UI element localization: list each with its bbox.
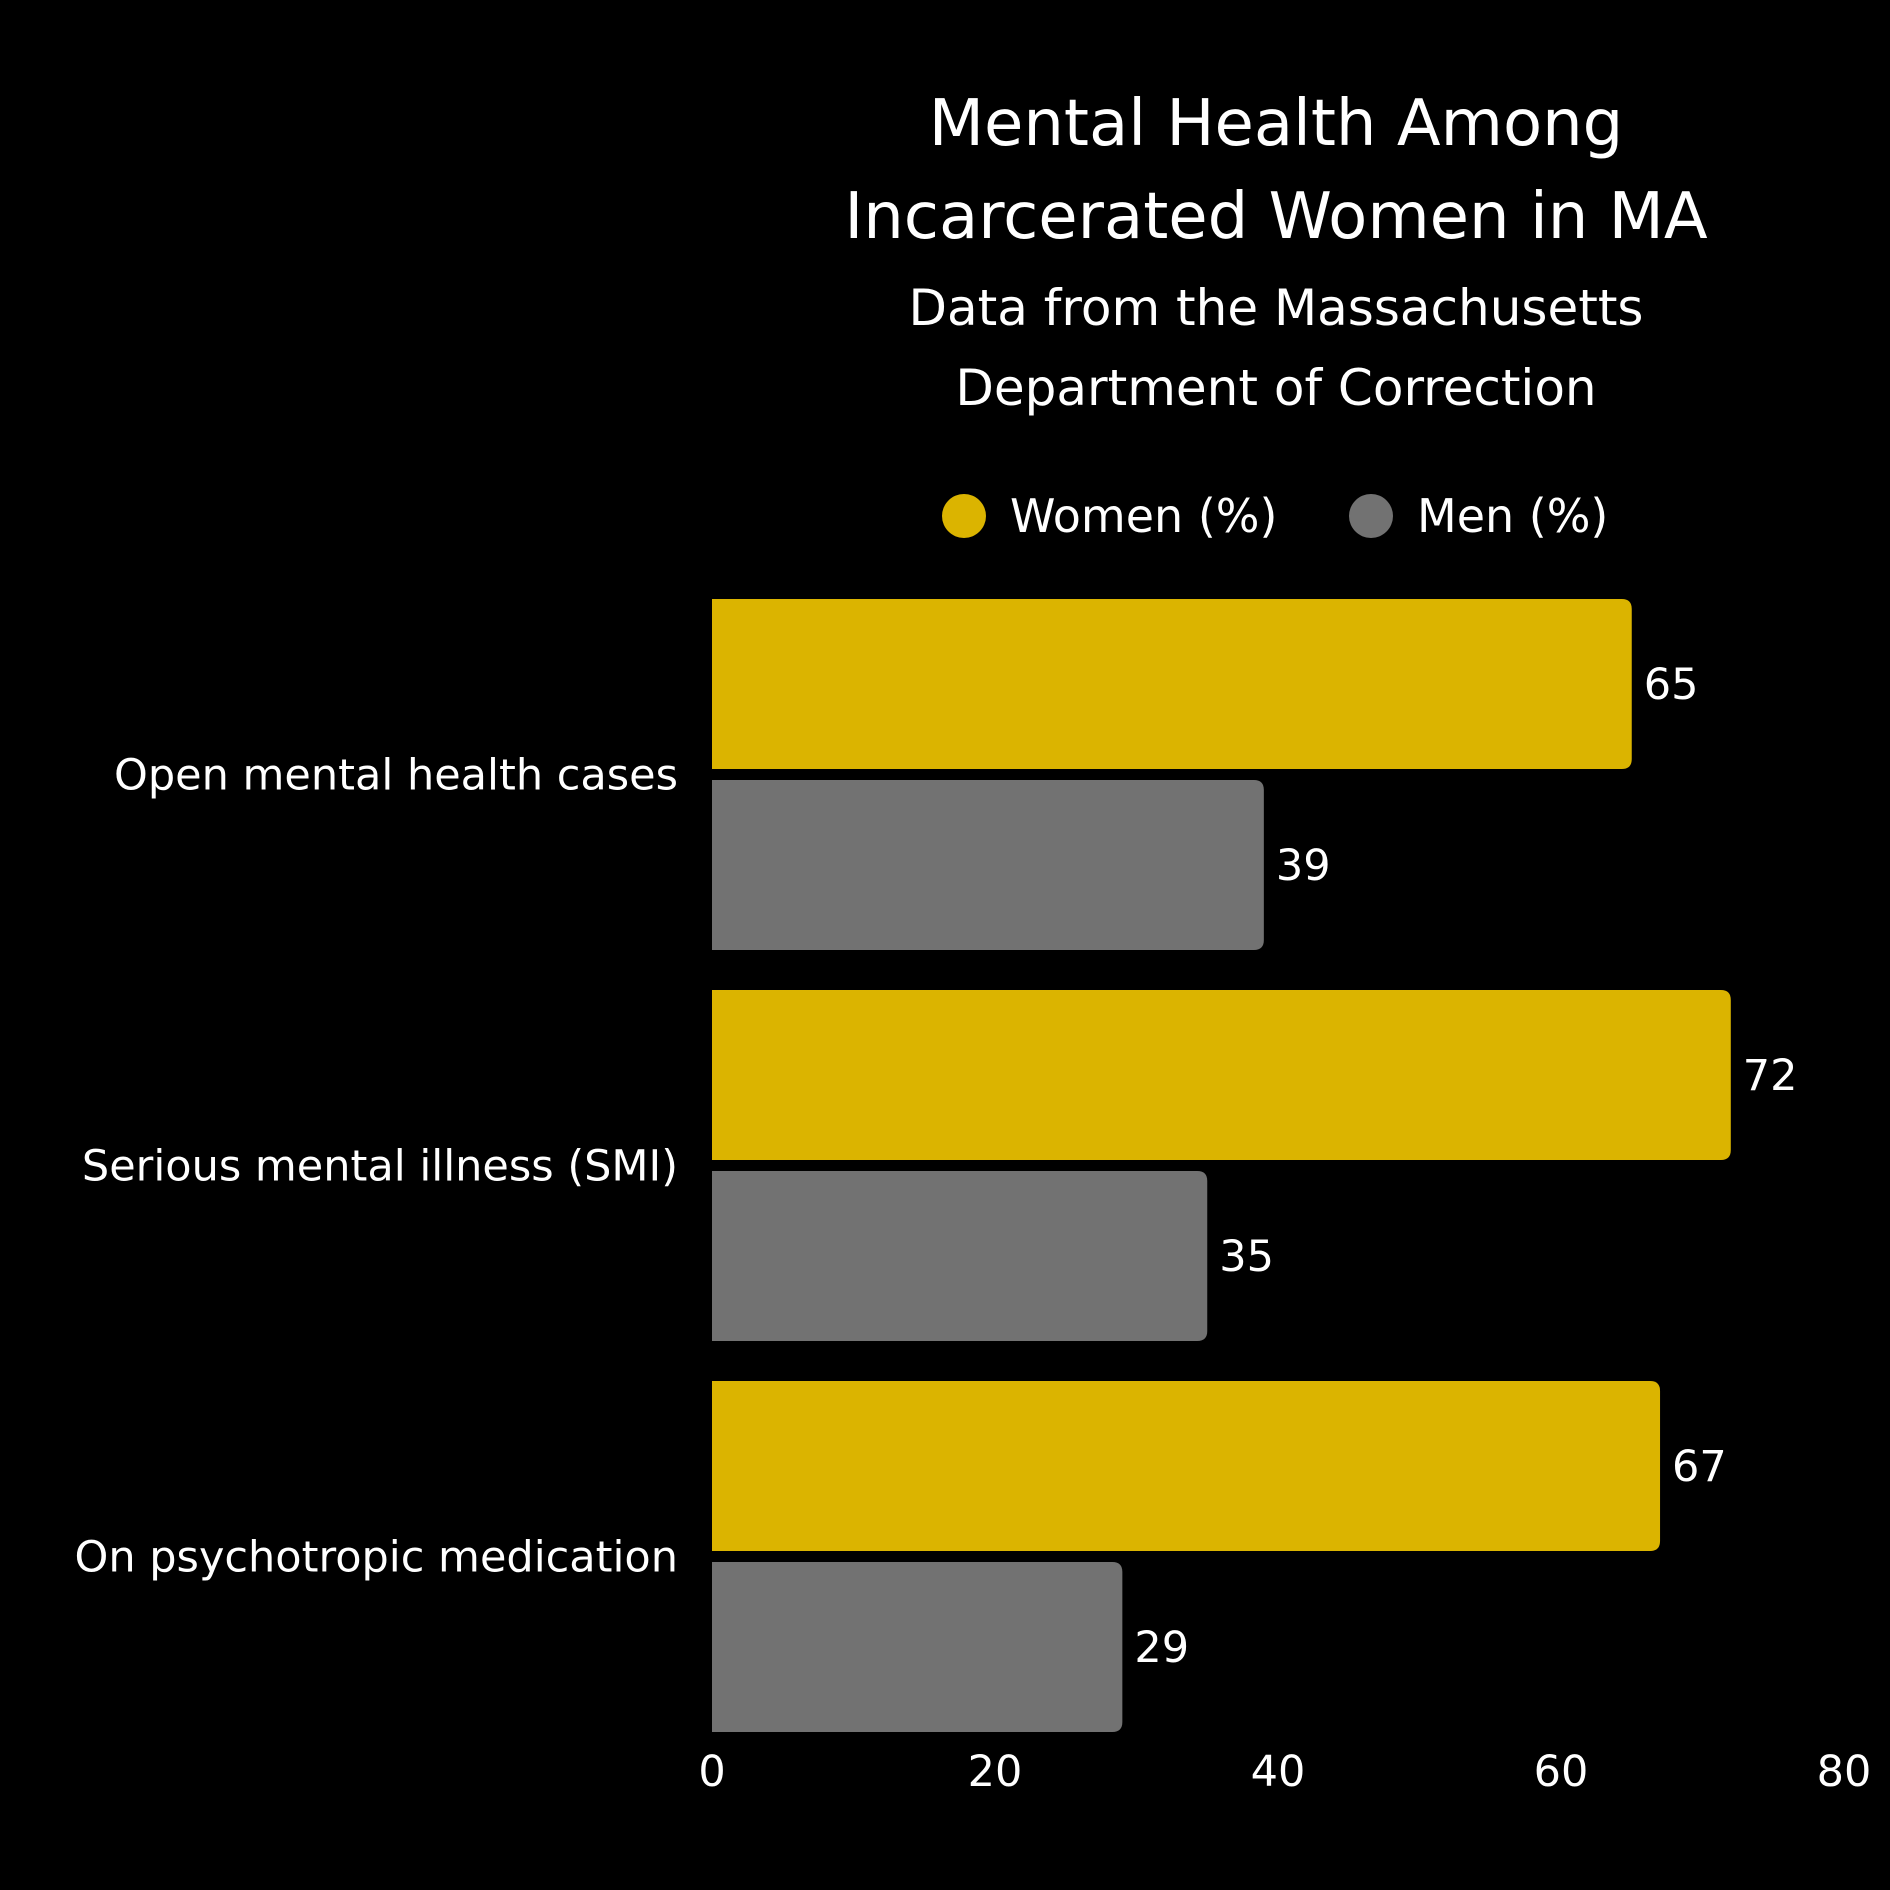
legend-swatch-men: [1349, 494, 1393, 538]
chart-legend: Women (%) Men (%): [0, 486, 1890, 546]
legend-label-men: Men (%): [1417, 489, 1609, 543]
value-label-women-serious-mental-illness-smi: 72: [1743, 1051, 1798, 1101]
value-label-men-serious-mental-illness-smi: 35: [1219, 1232, 1274, 1282]
category-label-on-psychotropic-medication: On psychotropic medication: [74, 1533, 678, 1583]
bar-women-serious-mental-illness-smi: [712, 990, 1731, 1160]
value-label-women-open-mental-health-cases: 65: [1644, 660, 1699, 710]
legend-swatch-women: [942, 494, 986, 538]
bar-men-open-mental-health-cases: [712, 780, 1264, 950]
value-label-women-on-psychotropic-medication: 67: [1672, 1442, 1727, 1492]
x-tick-label-80: 80: [1817, 1747, 1872, 1797]
bar-men-on-psychotropic-medication: [712, 1562, 1123, 1732]
x-tick-label-0: 0: [698, 1747, 725, 1797]
chart-title-line-1: Mental Health Among: [928, 87, 1624, 161]
legend-label-women: Women (%): [1010, 489, 1278, 543]
x-tick-label-40: 40: [1251, 1747, 1306, 1797]
x-tick-label-20: 20: [968, 1747, 1023, 1797]
legend-item-men: Men (%): [1349, 486, 1608, 546]
bar-women-on-psychotropic-medication: [712, 1381, 1661, 1551]
x-tick-label-60: 60: [1534, 1747, 1589, 1797]
bar-men-serious-mental-illness-smi: [712, 1171, 1208, 1341]
chart-subtitle-line-2: Department of Correction: [955, 359, 1597, 417]
bar-women-open-mental-health-cases: [712, 599, 1632, 769]
category-label-open-mental-health-cases: Open mental health cases: [114, 751, 678, 801]
category-label-serious-mental-illness-smi: Serious mental illness (SMI): [82, 1142, 678, 1192]
legend-item-women: Women (%): [942, 486, 1277, 546]
chart-subtitle-line-1: Data from the Massachusetts: [908, 279, 1644, 337]
value-label-men-on-psychotropic-medication: 29: [1134, 1623, 1189, 1673]
chart-title-block: Mental Health Among Incarcerated Women i…: [756, 78, 1796, 428]
value-label-men-open-mental-health-cases: 39: [1276, 841, 1331, 891]
chart-title-line-2: Incarcerated Women in MA: [844, 180, 1708, 254]
